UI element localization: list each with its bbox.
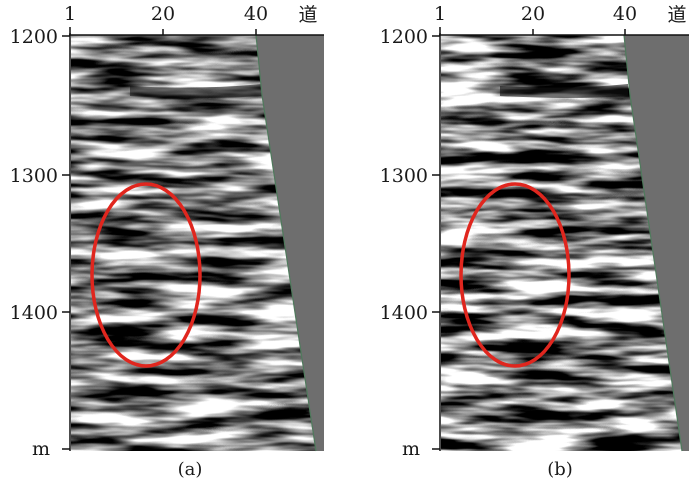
x-ticks-b bbox=[439, 27, 626, 35]
y-tick-label-b-1400: 1400 bbox=[380, 302, 428, 324]
y-tick-label-a-1200: 1200 bbox=[10, 26, 58, 48]
y-tick-label-b-1300: 1300 bbox=[380, 165, 428, 187]
y-unit-label-b: m bbox=[402, 438, 420, 460]
x-tick-label-a-40: 40 bbox=[244, 3, 268, 25]
highlight-ellipse-a bbox=[90, 182, 202, 368]
panel-a: 1 20 40 道 1200 1300 1400 m (a) bbox=[10, 3, 324, 480]
x-tick-label-b-40: 40 bbox=[613, 3, 637, 25]
mask-wedge-b bbox=[624, 35, 689, 451]
x-tick-label-a-1: 1 bbox=[64, 3, 76, 25]
panel-b: 1 20 40 道 1200 1300 1400 m (b) bbox=[380, 3, 689, 480]
x-ticks-a bbox=[69, 27, 257, 35]
mask-wedge-a bbox=[256, 35, 324, 451]
y-ticks-a bbox=[62, 35, 70, 450]
x-unit-label-a: 道 bbox=[298, 4, 317, 26]
caption-b: (b) bbox=[547, 459, 573, 480]
x-tick-label-b-1: 1 bbox=[434, 3, 446, 25]
y-tick-label-a-1300: 1300 bbox=[10, 165, 58, 187]
x-tick-label-b-20: 20 bbox=[521, 3, 545, 25]
caption-a: (a) bbox=[178, 459, 203, 480]
highlight-ellipse-b bbox=[459, 182, 571, 368]
y-ticks-b bbox=[432, 35, 440, 450]
y-tick-label-b-1200: 1200 bbox=[380, 26, 428, 48]
y-tick-label-a-1400: 1400 bbox=[10, 302, 58, 324]
x-unit-label-b: 道 bbox=[667, 4, 686, 26]
y-unit-label-a: m bbox=[32, 438, 50, 460]
x-tick-label-a-20: 20 bbox=[151, 3, 175, 25]
